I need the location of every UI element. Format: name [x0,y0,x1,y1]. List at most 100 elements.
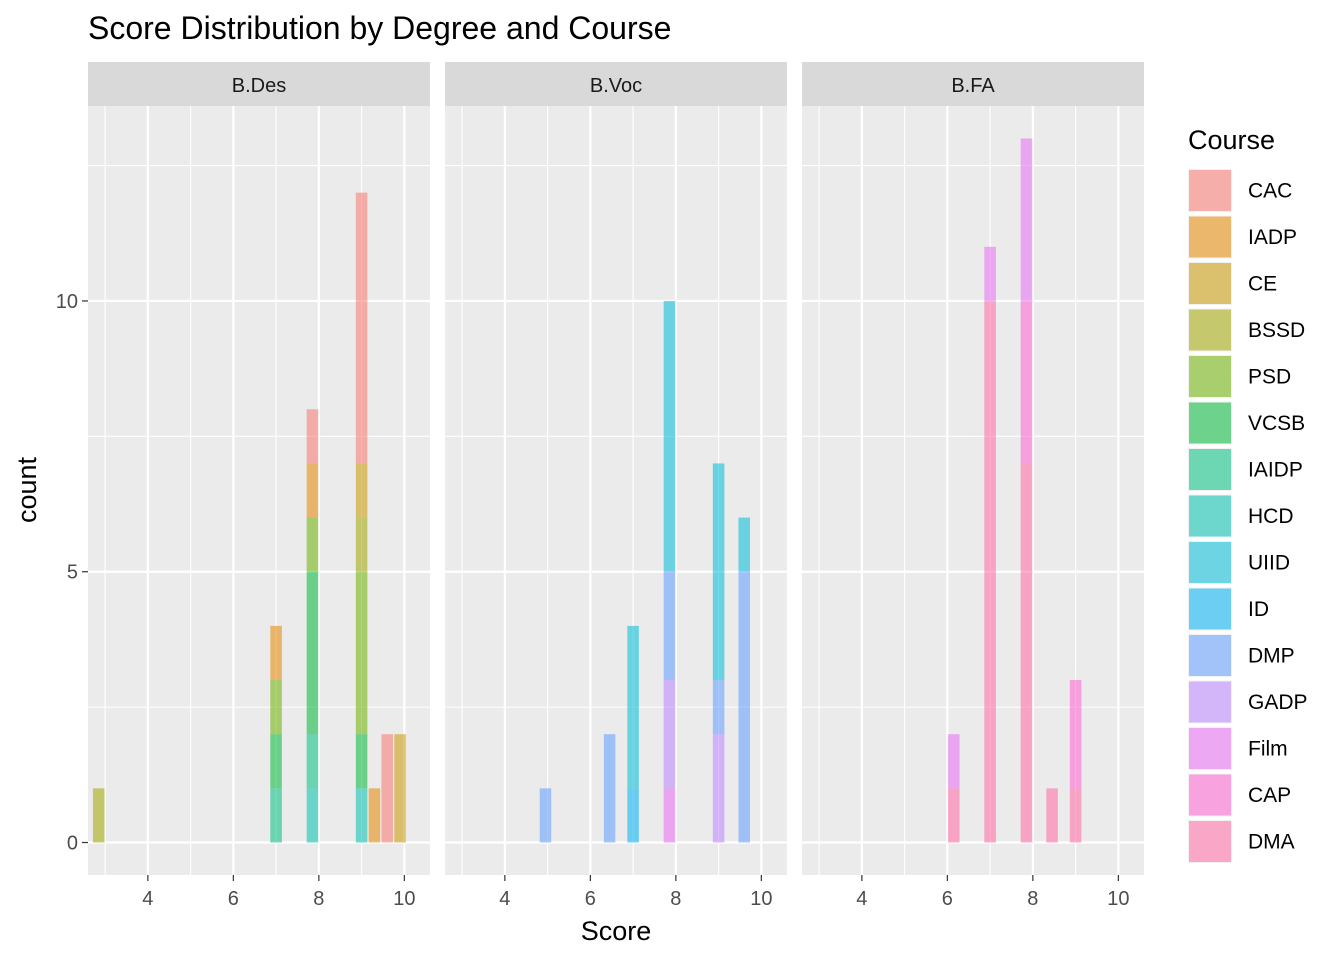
histogram-bar-ce [355,463,368,518]
histogram-bar-psd [306,517,319,572]
x-tick-label: 10 [393,888,415,910]
legend-key-id [1189,588,1231,630]
histogram-bar-iaidp [306,734,319,789]
legend-label-dmp: DMP [1248,645,1295,668]
histogram-bar-cap [1069,680,1082,789]
x-tick-label: 8 [313,888,324,910]
histogram-bar-film [1020,138,1033,301]
histogram-bar-dmp [712,680,725,735]
legend-key-ce [1189,263,1231,304]
facet-panel-bvoc: B.Voc 4 6 8 10 [445,62,787,910]
histogram-bar-dma [947,788,960,843]
y-tick-label: 5 [67,562,78,584]
legend-key-hcd [1189,495,1231,537]
facet-strip [88,62,430,106]
histogram-bar-id [627,788,639,843]
histogram-bar-gadp [663,680,676,789]
histogram-bar-cac [306,409,319,464]
histogram-bar-dma [984,300,996,843]
legend-label-hcd: HCD [1248,505,1294,528]
x-tick-label: 8 [1027,888,1038,910]
legend-label-iaidp: IAIDP [1248,459,1303,482]
x-tick-label: 4 [142,888,153,910]
histogram-bar-uiid [663,300,676,572]
x-tick-label: 6 [942,888,953,910]
histogram-bar-cap [1020,300,1033,464]
legend-label-gadp: GADP [1248,691,1308,714]
legend-label-vcsb: VCSB [1248,412,1305,435]
histogram-bar-film [984,246,996,301]
x-tick-label: 6 [228,888,239,910]
x-tick-label: 4 [499,888,510,910]
histogram-bar-film [663,788,676,843]
x-tick-label: 6 [585,888,596,910]
legend-key-uiid [1189,542,1231,583]
histogram-bar-bssd [355,517,368,572]
legend-label-bssd: BSSD [1248,319,1305,342]
legend-key-psd [1189,356,1231,397]
legend-key-dmp [1189,635,1231,676]
histogram-bar-cac [381,734,394,843]
legend: Course CAC IADP CE BSSD PSD VCSB IAIDP HCD UIID I… [1188,125,1308,863]
y-tick-label: 10 [56,291,78,313]
facet-strip-label: B.FA [951,75,995,97]
histogram-bar-cac [355,192,368,464]
legend-key-iaidp [1189,449,1231,490]
histogram-bar-hcd [306,788,319,843]
histogram-bar-psd [270,680,282,735]
histogram-bar-dma [1069,788,1082,843]
x-tick-label: 10 [1107,888,1129,910]
legend-key-film [1189,728,1231,769]
x-axis-label: Score [581,916,652,946]
histogram-bar-bssd [92,788,105,843]
facet-strip-label: B.Des [232,75,286,97]
facet-panel-bdes: B.Des 4 6 8 10 0 5 10 [56,62,430,910]
histogram-bar-hcd [355,788,368,843]
histogram-bar-vcsb [355,734,368,789]
legend-key-bssd [1189,309,1231,351]
legend-key-vcsb [1189,402,1231,444]
histogram-bar-dmp [738,571,751,843]
panel-background [445,106,787,875]
histogram-bar-iadp [368,788,381,843]
legend-key-cap [1189,774,1231,816]
legend-key-dma [1189,821,1231,862]
histogram-bar-dmp [603,734,616,843]
panel-background [88,106,430,875]
x-tick-label: 4 [856,888,867,910]
histogram-bar-psd [355,571,368,735]
facet-strip-label: B.Voc [590,75,642,97]
histogram-bar-iadp [306,463,319,518]
histogram-bar-dma [1046,788,1058,843]
histogram-bar-dmp [663,571,676,681]
legend-key-gadp [1189,681,1231,723]
x-tick-label: 8 [670,888,681,910]
legend-title: Course [1188,125,1275,155]
histogram-bar-film [947,734,960,789]
legend-key-cac [1189,170,1231,211]
histogram-bar-uiid [738,517,751,572]
facet-strip [802,62,1144,106]
legend-label-cac: CAC [1248,180,1292,203]
histogram-bar-uiid [712,463,725,681]
y-axis-label: count [12,456,42,523]
legend-label-dma: DMA [1248,831,1295,854]
legend-label-id: ID [1248,598,1269,621]
histogram-bar-iaidp [270,788,282,843]
facet-strip [445,62,787,106]
legend-label-cap: CAP [1248,784,1291,807]
y-tick-label: 0 [67,833,78,855]
histogram-bar-uiid [627,625,639,789]
histogram-bar-ce [394,734,406,843]
x-tick-label: 10 [750,888,772,910]
facet-panels: B.Des 4 6 8 10 0 5 10 B.Voc 4 6 8 10 B.FA 4 6 8 10 [56,62,1144,910]
legend-label-uiid: UIID [1248,552,1290,575]
legend-label-ce: CE [1248,273,1277,296]
chart-title: Score Distribution by Degree and Course [88,10,671,46]
histogram-bar-vcsb [306,571,319,735]
legend-label-iadp: IADP [1248,226,1297,249]
facet-panel-bfa: B.FA 4 6 8 10 [802,62,1144,910]
panel-background [802,106,1144,875]
